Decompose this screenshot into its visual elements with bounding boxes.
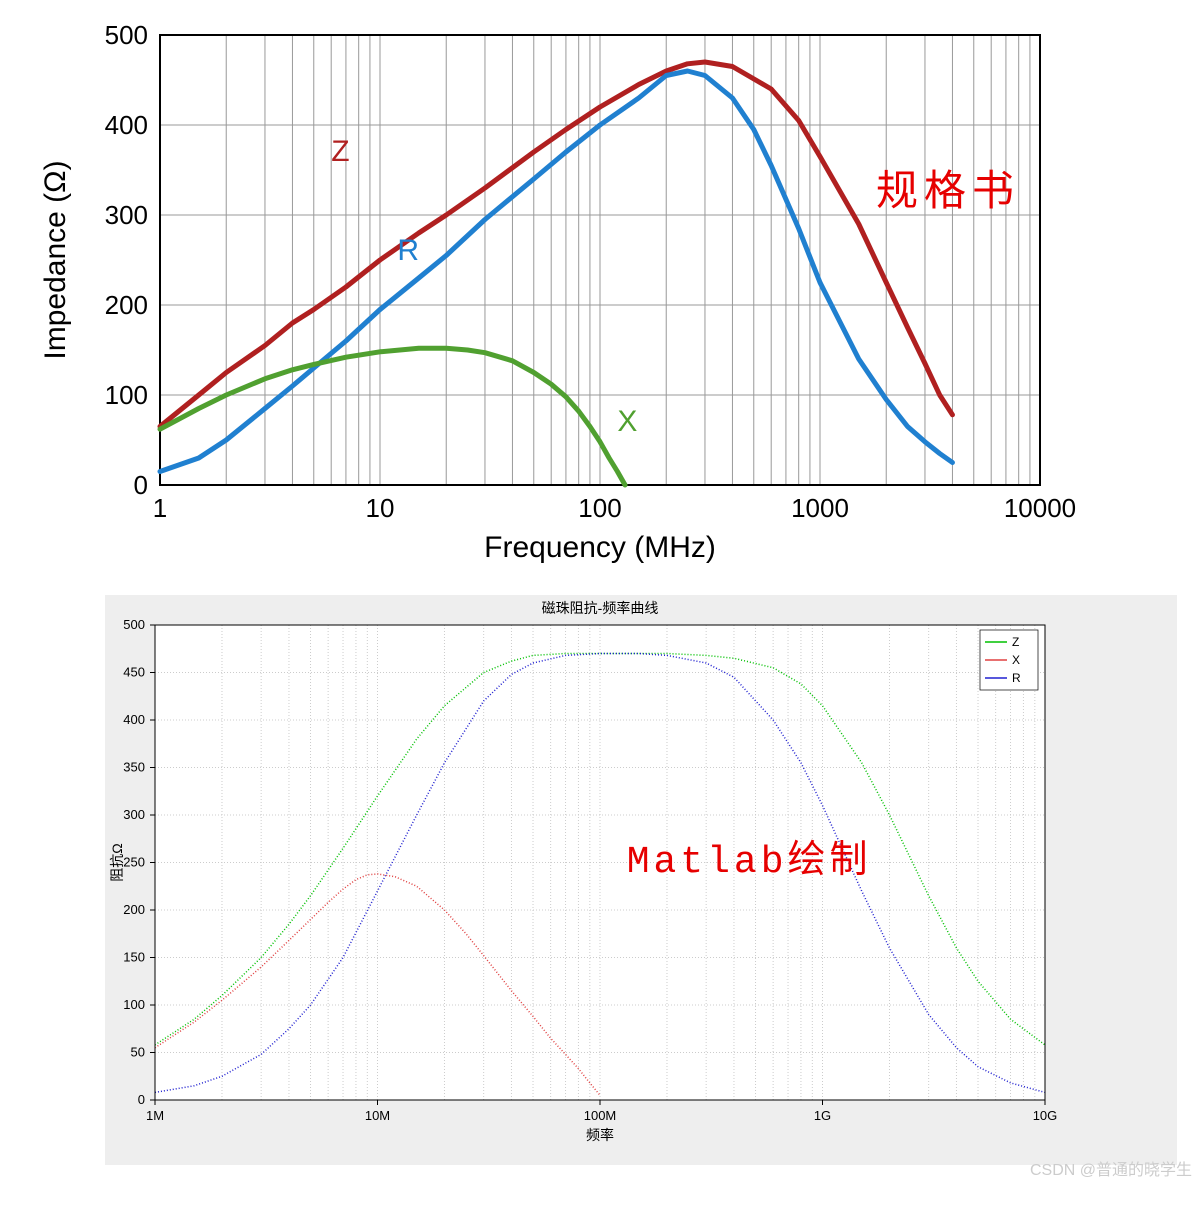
svg-text:100: 100 xyxy=(123,997,145,1012)
bottom-chart-svg: 0 50 100 150 200 250 300 350 400 450 500 1M 10M 100M 1… xyxy=(10,585,1187,1185)
svg-text:磁珠阻抗-频率曲线: 磁珠阻抗-频率曲线 xyxy=(542,600,659,616)
svg-text:100M: 100M xyxy=(584,1108,617,1123)
svg-text:R: R xyxy=(397,234,419,267)
svg-text:200: 200 xyxy=(105,290,148,320)
svg-text:阻抗Ω: 阻抗Ω xyxy=(109,843,125,881)
svg-text:1000: 1000 xyxy=(791,493,849,523)
svg-text:Matlab绘制: Matlab绘制 xyxy=(627,839,872,884)
bottom-chart-container: 0 50 100 150 200 250 300 350 400 450 500 1M 10M 100M 1… xyxy=(10,585,1197,1185)
watermark-text: CSDN @普通的晓学生 xyxy=(1030,1156,1192,1180)
svg-text:10000: 10000 xyxy=(1004,493,1076,523)
svg-text:0: 0 xyxy=(138,1092,145,1107)
svg-text:300: 300 xyxy=(105,200,148,230)
svg-text:500: 500 xyxy=(123,617,145,632)
svg-text:频率: 频率 xyxy=(586,1127,614,1143)
top-chart-container: 0 100 200 300 400 500 1 10 100 1000 10000 Frequency… xyxy=(10,10,1197,565)
svg-text:400: 400 xyxy=(105,110,148,140)
svg-text:10G: 10G xyxy=(1033,1108,1058,1123)
svg-text:Frequency (MHz): Frequency (MHz) xyxy=(484,531,716,564)
svg-text:10: 10 xyxy=(366,493,395,523)
svg-text:1: 1 xyxy=(153,493,167,523)
svg-text:300: 300 xyxy=(123,807,145,822)
svg-text:500: 500 xyxy=(105,20,148,50)
svg-text:400: 400 xyxy=(123,712,145,727)
svg-text:1M: 1M xyxy=(146,1108,164,1123)
svg-text:X: X xyxy=(617,405,637,438)
svg-text:100: 100 xyxy=(105,380,148,410)
svg-text:50: 50 xyxy=(131,1045,145,1060)
top-chart-svg: 0 100 200 300 400 500 1 10 100 1000 10000 Frequency… xyxy=(10,10,1187,565)
svg-text:Z: Z xyxy=(1012,635,1019,649)
svg-text:350: 350 xyxy=(123,760,145,775)
svg-text:10M: 10M xyxy=(365,1108,390,1123)
svg-text:Impedance (Ω): Impedance (Ω) xyxy=(39,160,72,359)
svg-text:150: 150 xyxy=(123,950,145,965)
svg-text:R: R xyxy=(1012,671,1021,685)
svg-text:250: 250 xyxy=(123,855,145,870)
svg-text:Z: Z xyxy=(331,135,349,168)
svg-text:X: X xyxy=(1012,653,1020,667)
svg-text:0: 0 xyxy=(134,470,148,500)
svg-text:450: 450 xyxy=(123,665,145,680)
svg-text:1G: 1G xyxy=(814,1108,831,1123)
svg-text:规格书: 规格书 xyxy=(876,169,1020,215)
svg-text:100: 100 xyxy=(578,493,621,523)
svg-text:200: 200 xyxy=(123,902,145,917)
